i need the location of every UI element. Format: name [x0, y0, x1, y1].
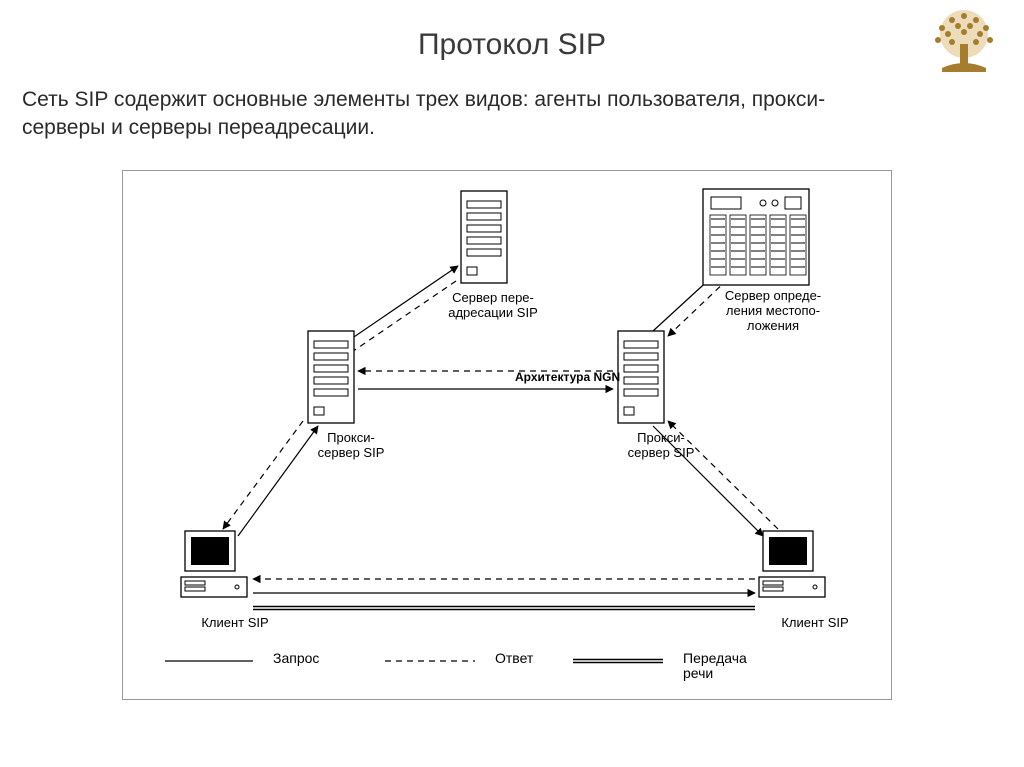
legend-label-double: Передачаречи [683, 651, 793, 682]
sip-architecture-diagram: Клиент SIP Клиент SIP Прокси-сервер SIP Про… [122, 170, 892, 700]
node-label-proxy_left: Прокси-сервер SIP [291, 431, 411, 461]
description-text: Сеть SIP содержит основные элементы трех… [22, 86, 842, 143]
node-label-client_right: Клиент SIP [755, 616, 875, 631]
node-label-client_left: Клиент SIP [175, 616, 295, 631]
legend-label-solid: Запрос [273, 651, 383, 666]
legend-label-dashed: Ответ [495, 651, 605, 666]
tree-logo [922, 8, 1006, 79]
node-label-proxy_right: Прокси-сервер SIP [601, 431, 721, 461]
node-label-redirect: Сервер пере-адресации SIP [433, 291, 553, 321]
center-label: Архитектура NGN [515, 371, 620, 385]
node-label-location: Сервер опреде-ления местопо-ложения [713, 289, 833, 334]
page-title: Протокол SIP [418, 28, 606, 62]
